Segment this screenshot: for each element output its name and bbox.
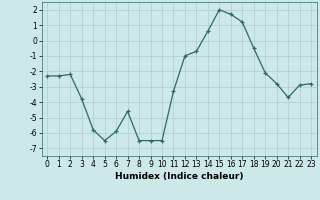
X-axis label: Humidex (Indice chaleur): Humidex (Indice chaleur) [115,172,244,181]
